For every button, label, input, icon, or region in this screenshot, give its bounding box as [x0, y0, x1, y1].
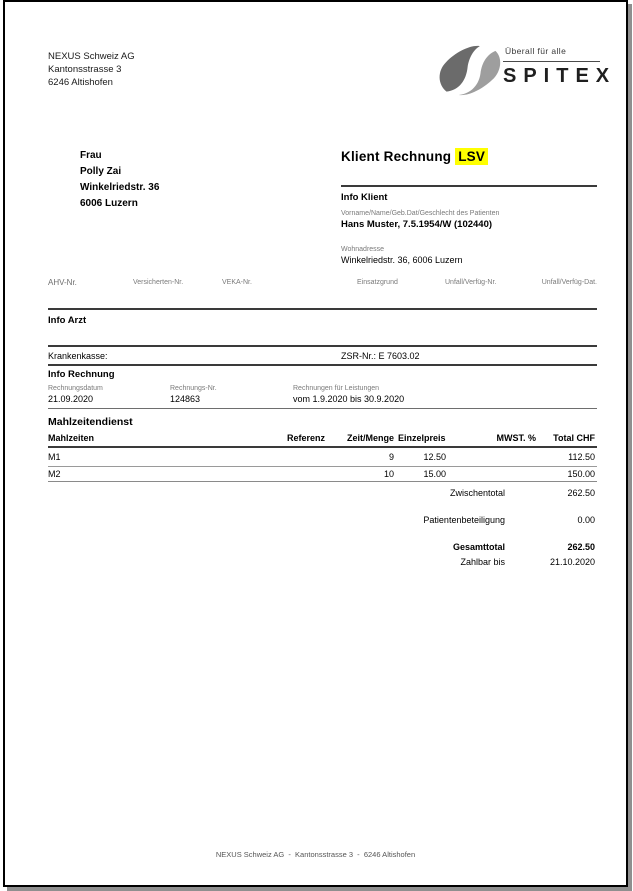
title-underline [341, 185, 597, 187]
document-title: Klient Rechnung LSV [341, 148, 489, 165]
col-mwst: MWST. % [496, 433, 537, 443]
logo-brand: SPITEX [503, 61, 609, 88]
sender-street: Kantonsstrasse 3 [48, 64, 122, 75]
sender-address: NEXUS Schweiz AG Kantonsstrasse 3 6246 A… [48, 50, 135, 89]
leistungen-label: Rechnungen für Leistungen [293, 385, 380, 392]
rechnungsdatum-label: Rechnungsdatum [48, 385, 103, 392]
title-highlight-lsv: LSV [455, 148, 489, 165]
title-text: Klient Rechnung [341, 149, 452, 164]
row-einzelpreis: 15.00 [423, 469, 446, 479]
totals-row-patientenbeteiligung: Patientenbeteiligung 0.00 [48, 515, 595, 527]
row-total: 112.50 [568, 452, 595, 462]
row-name: M2 [48, 469, 61, 479]
zsr-nr-value: ZSR-Nr.: E 7603.02 [341, 351, 420, 361]
total-value: 0.00 [577, 515, 595, 525]
recipient-city: 6006 Luzern [80, 198, 138, 209]
page-footer: NEXUS Schweiz AG - Kantonsstrasse 3 - 62… [215, 850, 416, 859]
col-einzelpreis: Einzelpreis [398, 433, 446, 443]
row-divider [48, 466, 597, 467]
sender-city: 6246 Altishofen [48, 77, 113, 88]
total-value: 262.50 [567, 488, 595, 498]
row-total: 150.00 [567, 469, 595, 479]
spitex-leaf-icon [437, 40, 505, 97]
rechnungsdatum-value: 21.09.2020 [48, 394, 94, 404]
info-rechnung-heading: Info Rechnung [48, 369, 115, 380]
totals-row-zahlbar-bis: Zahlbar bis 21.10.2020 [48, 557, 595, 569]
col-total-chf: Total CHF [553, 433, 595, 443]
col-referenz: Referenz [286, 433, 325, 443]
veka-nr-label: VEKA-Nr. [222, 279, 252, 286]
invoice-page: NEXUS Schweiz AG Kantonsstrasse 3 6246 A… [3, 0, 628, 887]
recipient-salutation: Frau [80, 150, 102, 161]
divider-below-kasse [48, 364, 597, 366]
row-menge: 10 [383, 469, 394, 479]
service-section-heading: Mahlzeitendienst [48, 416, 133, 428]
table-header-underline [48, 446, 597, 448]
divider-below-rechnung [48, 408, 597, 409]
totals-row-gesamttotal: Gesamttotal 262.50 [48, 542, 595, 554]
table-row: M2 10 15.00 150.00 [48, 469, 595, 481]
spitex-logo: Überall für alle SPITEX [503, 46, 609, 88]
ahv-nr-label: AHV-Nr. [48, 278, 77, 287]
row-divider [48, 481, 597, 482]
total-label: Zwischentotal [449, 488, 505, 498]
recipient-address: Frau Polly Zai Winkelriedstr. 36 6006 Lu… [80, 148, 159, 212]
divider-above-info-arzt [48, 308, 597, 310]
total-label: Zahlbar bis [460, 557, 505, 567]
divider-above-kasse [48, 345, 597, 347]
versicherten-nr-label: Versicherten-Nr. [133, 279, 184, 286]
info-arzt-heading: Info Arzt [48, 315, 87, 326]
info-klient-heading: Info Klient [341, 192, 388, 203]
row-menge: 9 [388, 452, 394, 462]
recipient-name: Polly Zai [80, 166, 122, 177]
recipient-street: Winkelriedstr. 36 [80, 182, 160, 193]
totals-row-zwischentotal: Zwischentotal 262.50 [48, 488, 595, 500]
einsatzgrund-label: Einsatzgrund [357, 279, 398, 286]
col-zeit-menge: Zeit/Menge [346, 433, 394, 443]
unfall-verfueg-dat-label: Unfall/Verfüg-Dat. [541, 279, 597, 286]
patient-label: Vorname/Name/Geb.Dat/Geschlecht des Pati… [341, 210, 500, 217]
table-header-row: Mahlzeiten Referenz Zeit/Menge Einzelpre… [48, 433, 595, 445]
logo-tagline: Überall für alle [505, 46, 567, 56]
total-label: Gesamttotal [452, 542, 505, 552]
total-value: 21.10.2020 [549, 557, 595, 567]
rechnungs-nr-value: 124863 [170, 394, 201, 404]
patient-value: Hans Muster, 7.5.1954/W (102440) [341, 219, 493, 230]
rechnungs-nr-label: Rechnungs-Nr. [170, 385, 217, 392]
total-value: 262.50 [567, 542, 595, 552]
col-mahlzeiten: Mahlzeiten [48, 433, 95, 443]
row-einzelpreis: 12.50 [423, 452, 446, 462]
unfall-verfueg-nr-label: Unfall/Verfüg-Nr. [445, 279, 497, 286]
wohnadresse-value: Winkelriedstr. 36, 6006 Luzern [341, 255, 463, 265]
total-label: Patientenbeteiligung [423, 515, 505, 525]
table-row: M1 9 12.50 112.50 [48, 452, 595, 464]
sender-name: NEXUS Schweiz AG [48, 51, 135, 62]
krankenkasse-label: Krankenkasse: [48, 351, 108, 361]
leistungen-period-value: vom 1.9.2020 bis 30.9.2020 [293, 394, 405, 404]
wohnadresse-label: Wohnadresse [341, 246, 385, 253]
row-name: M1 [48, 452, 61, 462]
